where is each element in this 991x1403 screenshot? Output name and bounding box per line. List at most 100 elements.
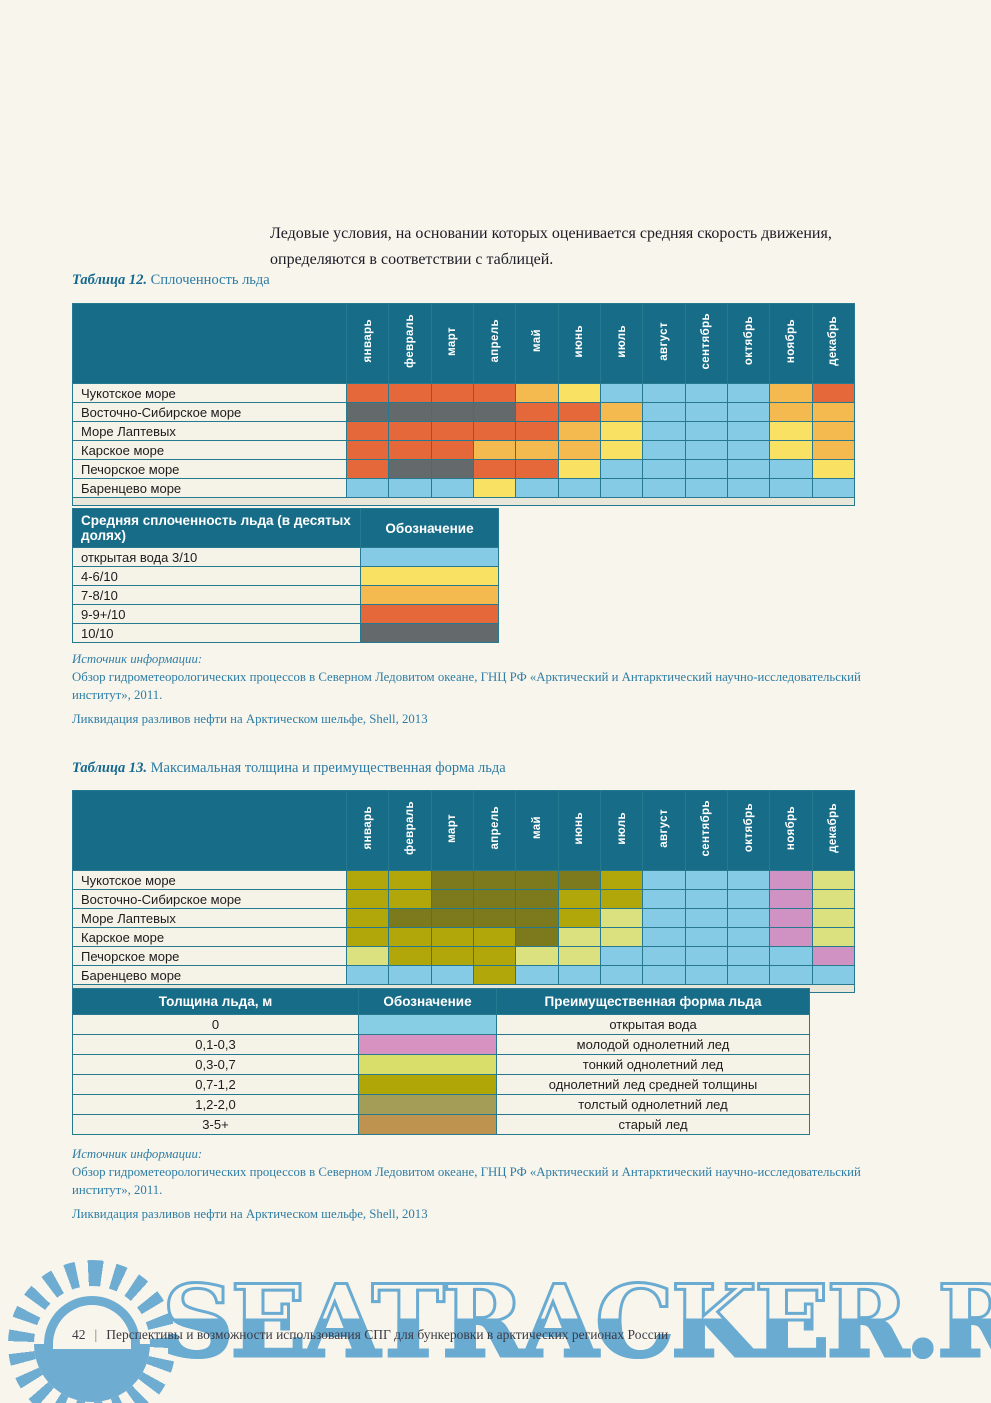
table-row: Карское море: [72, 440, 856, 460]
legend-form-label: однолетний лед средней толщины: [496, 1074, 810, 1095]
legend-row: 1,2-2,0 толстый однолетний лед: [72, 1094, 810, 1115]
month-header-row: январь февраль март апрель май июнь июль август…: [72, 790, 856, 871]
matrix-cell: [430, 440, 474, 460]
table-row: Восточно-Сибирское море: [72, 402, 856, 422]
corner-cell: [72, 303, 347, 384]
matrix-cell: [430, 870, 474, 890]
legend-swatch: [358, 1034, 497, 1055]
page-number: 42: [72, 1327, 86, 1342]
table-12-caption: Таблица 12. Сплоченность льда: [72, 272, 270, 289]
legend-label: 7-8/10: [72, 585, 361, 605]
matrix-cell: [599, 908, 644, 928]
matrix-cell: [769, 421, 813, 441]
matrix-cell: [642, 946, 686, 966]
matrix-cell: [345, 402, 390, 422]
matrix-cell: [430, 421, 474, 441]
legend-label: 0,3-0,7: [72, 1054, 359, 1075]
ice-concentration-table: январь февраль март апрель май июнь июль август…: [72, 303, 856, 506]
matrix-cell: [726, 889, 771, 909]
month-header: июль: [599, 303, 644, 384]
matrix-cell: [388, 459, 432, 479]
matrix-cell: [726, 870, 771, 890]
matrix-cell: [684, 908, 728, 928]
matrix-cell: [684, 459, 728, 479]
month-label: ноябрь: [784, 805, 797, 851]
month-label: апрель: [488, 319, 501, 363]
month-label: август: [657, 808, 670, 848]
matrix-cell: [515, 459, 559, 479]
month-label: сентябрь: [700, 799, 713, 857]
month-header: апрель: [472, 303, 517, 384]
matrix-cell: [515, 478, 559, 498]
matrix-cell: [684, 927, 728, 947]
sea-label: Карское море: [72, 440, 347, 460]
source-line-2: Ликвидация разливов нефти на Арктическом…: [72, 712, 428, 727]
legend-row: 9-9+/10: [72, 604, 499, 624]
legend-row: открытая вода 3/10: [72, 547, 499, 567]
matrix-cell: [345, 870, 390, 890]
matrix-cell: [599, 440, 644, 460]
source-line-1: Обзор гидрометеорологических процессов в…: [72, 1165, 861, 1198]
legend-label: 0: [72, 1014, 359, 1035]
matrix-cell: [430, 402, 474, 422]
matrix-cell: [557, 889, 601, 909]
month-header: май: [515, 790, 559, 871]
page-footer: 42 | Перспективы и возможности использов…: [72, 1327, 668, 1343]
sea-label: Восточно-Сибирское море: [72, 402, 347, 422]
matrix-cell: [769, 965, 813, 985]
matrix-cell: [430, 927, 474, 947]
matrix-cell: [557, 478, 601, 498]
matrix-cell: [557, 946, 601, 966]
month-label: февраль: [403, 801, 416, 855]
matrix-cell: [726, 927, 771, 947]
legend-label: 3-5+: [72, 1114, 359, 1135]
matrix-cell: [811, 908, 856, 928]
matrix-cell: [684, 965, 728, 985]
spacer-cell: [72, 497, 855, 506]
matrix-cell: [769, 440, 813, 460]
matrix-cell: [472, 421, 517, 441]
month-header: ноябрь: [769, 303, 813, 384]
watermark-text: SEATRACKER.RU: [161, 1263, 991, 1382]
legend-form-label: открытая вода: [496, 1014, 810, 1035]
month-label: ноябрь: [784, 318, 797, 364]
legend-swatch: [360, 585, 499, 605]
table-row: Карское море: [72, 927, 856, 947]
matrix-cell: [811, 478, 856, 498]
matrix-cell: [557, 927, 601, 947]
month-header: декабрь: [811, 303, 856, 384]
matrix-cell: [642, 889, 686, 909]
matrix-cell: [769, 478, 813, 498]
legend-swatch: [358, 1074, 497, 1095]
month-label: март: [446, 326, 459, 356]
matrix-cell: [345, 440, 390, 460]
matrix-cell: [515, 421, 559, 441]
matrix-cell: [388, 421, 432, 441]
footer-separator: |: [94, 1327, 98, 1342]
matrix-cell: [557, 459, 601, 479]
month-header: февраль: [388, 790, 432, 871]
matrix-cell: [684, 870, 728, 890]
matrix-cell: [472, 965, 517, 985]
matrix-cell: [345, 421, 390, 441]
month-label: октябрь: [742, 803, 755, 853]
matrix-cell: [472, 383, 517, 403]
matrix-cell: [684, 440, 728, 460]
matrix-cell: [515, 440, 559, 460]
matrix-cell: [811, 402, 856, 422]
matrix-cell: [515, 383, 559, 403]
matrix-cell: [388, 908, 432, 928]
table-row: Чукотское море: [72, 383, 856, 403]
matrix-cell: [557, 965, 601, 985]
matrix-cell: [388, 383, 432, 403]
table-row: Баренцево море: [72, 478, 856, 498]
legend-swatch: [358, 1114, 497, 1135]
month-header: август: [642, 790, 686, 871]
legend-header-concentration: Средняя сплоченность льда (в десятых дол…: [72, 508, 361, 548]
month-label: май: [530, 816, 543, 840]
legend-row: 0,7-1,2 однолетний лед средней толщины: [72, 1074, 810, 1095]
source-heading: Источник информации:: [72, 652, 203, 666]
matrix-cell: [345, 946, 390, 966]
matrix-cell: [345, 908, 390, 928]
matrix-cell: [769, 870, 813, 890]
